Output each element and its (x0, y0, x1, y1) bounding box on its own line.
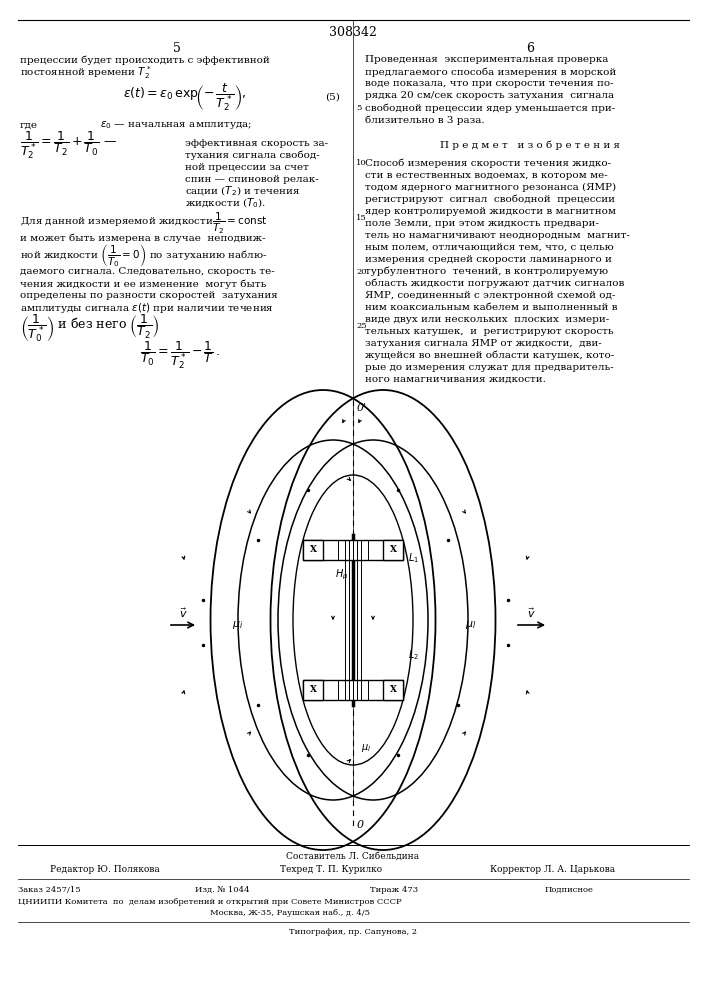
Bar (303, 680, 323, 700)
Text: Изд. № 1044: Изд. № 1044 (195, 886, 250, 894)
Text: ЯМР, соединенный с электронной схемой од-: ЯМР, соединенный с электронной схемой од… (365, 290, 615, 300)
Text: 20: 20 (356, 268, 366, 276)
Text: $\dfrac{1}{T_2^*} = \dfrac{1}{T_2} + \dfrac{1}{T_0}$ —: $\dfrac{1}{T_2^*} = \dfrac{1}{T_2} + \df… (20, 129, 117, 161)
Text: $\mu_l$: $\mu_l$ (465, 619, 477, 631)
Text: ной прецессии за счет: ной прецессии за счет (185, 162, 309, 172)
Text: измерения средней скорости ламинарного и: измерения средней скорости ламинарного и (365, 254, 612, 263)
Text: сти в естественных водоемах, в котором ме-: сти в естественных водоемах, в котором м… (365, 170, 608, 180)
Text: 0: 0 (357, 820, 364, 830)
Text: $\dfrac{1}{T_0} = \dfrac{1}{T_2^*} - \dfrac{1}{T}\,.$: $\dfrac{1}{T_0} = \dfrac{1}{T_2^*} - \df… (140, 339, 220, 371)
Text: Подписное: Подписное (545, 886, 594, 894)
Text: где: где (20, 120, 38, 129)
Text: (5): (5) (325, 93, 340, 102)
Text: Техред Т. П. Курилко: Техред Т. П. Курилко (280, 865, 382, 874)
Bar (303, 680, 403, 700)
Text: жидкости ($T_0$).: жидкости ($T_0$). (185, 196, 266, 210)
Bar (383, 540, 403, 560)
Text: рядка 20 см/сек скорость затухания  сигнала: рядка 20 см/сек скорость затухания сигна… (365, 92, 614, 101)
Text: 10: 10 (356, 159, 367, 167)
Text: ЦНИИПИ Комитета  по  делам изобретений и открытий при Совете Министров СССР: ЦНИИПИ Комитета по делам изобретений и о… (18, 898, 402, 906)
Text: затухания сигнала ЯМР от жидкости,  дви-: затухания сигнала ЯМР от жидкости, дви- (365, 338, 602, 348)
Text: чения жидкости и ее изменение  могут быть: чения жидкости и ее изменение могут быть (20, 279, 267, 289)
Text: даемого сигнала. Следовательно, скорость те-: даемого сигнала. Следовательно, скорость… (20, 267, 275, 276)
Text: Проведенная  экспериментальная проверка: Проведенная экспериментальная проверка (365, 55, 609, 64)
Text: 5: 5 (356, 104, 361, 112)
Bar (383, 680, 403, 700)
Text: турбулентного  течений, в контролируемую: турбулентного течений, в контролируемую (365, 266, 608, 276)
Text: $\varepsilon_0$ — начальная амплитуда;: $\varepsilon_0$ — начальная амплитуда; (100, 119, 252, 131)
Text: Тираж 473: Тираж 473 (370, 886, 418, 894)
Text: постоянной времени $T_2^*$: постоянной времени $T_2^*$ (20, 65, 152, 81)
Text: и может быть измерена в случае  неподвиж-: и может быть измерена в случае неподвиж- (20, 233, 266, 243)
Text: $L_1$: $L_1$ (408, 551, 419, 565)
Text: 15: 15 (356, 214, 367, 222)
Text: жущейся во внешней области катушек, кото-: жущейся во внешней области катушек, кото… (365, 350, 614, 360)
Text: тель но намагничивают неоднородным  магнит-: тель но намагничивают неоднородным магни… (365, 231, 630, 239)
Text: тухания сигнала свобод-: тухания сигнала свобод- (185, 150, 320, 160)
Text: определены по разности скоростей  затухания: определены по разности скоростей затухан… (20, 292, 278, 300)
Bar (303, 540, 403, 560)
Text: амплитуды сигнала $\varepsilon(t)$ при наличии течения: амплитуды сигнала $\varepsilon(t)$ при н… (20, 301, 274, 315)
Text: 308342: 308342 (329, 26, 377, 39)
Text: Корректор Л. А. Царькова: Корректор Л. А. Царькова (490, 865, 615, 874)
Text: спин — спиновой релак-: спин — спиновой релак- (185, 174, 319, 184)
Bar (303, 540, 323, 560)
Text: $\vec{v}$: $\vec{v}$ (527, 606, 535, 620)
Text: близительно в 3 раза.: близительно в 3 раза. (365, 115, 484, 125)
Text: Способ измерения скорости течения жидко-: Способ измерения скорости течения жидко- (365, 158, 611, 168)
Text: X: X (310, 686, 317, 694)
Text: 5: 5 (173, 42, 181, 55)
Text: свободной прецессии ядер уменьшается при-: свободной прецессии ядер уменьшается при… (365, 103, 615, 113)
Text: эффективная скорость за-: эффективная скорость за- (185, 138, 328, 147)
Text: $L_2$: $L_2$ (408, 648, 419, 662)
Text: Составитель Л. Сибельдина: Составитель Л. Сибельдина (286, 852, 419, 860)
Text: $H_\mu$: $H_\mu$ (334, 568, 348, 582)
Text: X: X (390, 686, 397, 694)
Text: поле Земли, при этом жидкость предвари-: поле Земли, при этом жидкость предвари- (365, 219, 599, 228)
Text: ного намагничивания жидкости.: ного намагничивания жидкости. (365, 374, 546, 383)
Text: Для данной измеряемой жидкости$\dfrac{1}{T_2}=\mathrm{const}$: Для данной измеряемой жидкости$\dfrac{1}… (20, 210, 268, 236)
Text: Заказ 2457/15: Заказ 2457/15 (18, 886, 81, 894)
Text: ным полем, отличающийся тем, что, с целью: ным полем, отличающийся тем, что, с цель… (365, 242, 614, 251)
Text: $\varepsilon(t) = \varepsilon_0\,\mathrm{exp}\!\left(-\,\dfrac{t}{T_2^*}\right),: $\varepsilon(t) = \varepsilon_0\,\mathrm… (123, 81, 247, 113)
Text: виде двух или нескольких  плоских  измери-: виде двух или нескольких плоских измери- (365, 314, 609, 324)
Text: предлагаемого способа измерения в морской: предлагаемого способа измерения в морско… (365, 67, 617, 77)
Text: $\mu_i$: $\mu_i$ (233, 619, 244, 631)
Text: $\left(\dfrac{1}{T_0^*}\right)$ и без него $\left(\dfrac{1}{T_2}\right)$: $\left(\dfrac{1}{T_0^*}\right)$ и без не… (20, 312, 160, 344)
Text: 0': 0' (357, 403, 367, 413)
Text: Редактор Ю. Полякова: Редактор Ю. Полякова (50, 865, 160, 874)
Text: ядер контролируемой жидкости в магнитном: ядер контролируемой жидкости в магнитном (365, 207, 616, 216)
Text: Типография, пр. Сапунова, 2: Типография, пр. Сапунова, 2 (289, 928, 417, 936)
Text: $\vec{v}$: $\vec{v}$ (179, 606, 187, 620)
Text: $\mu_l$: $\mu_l$ (361, 742, 371, 754)
Text: рые до измерения служат для предваритель-: рые до измерения служат для предваритель… (365, 362, 614, 371)
Text: 25: 25 (356, 322, 367, 330)
Text: ной жидкости $\left(\dfrac{1}{T_0}=0\right)$ по затуханию наблю-: ной жидкости $\left(\dfrac{1}{T_0}=0\rig… (20, 241, 267, 268)
Text: тодом ядерного магнитного резонанса (ЯМР): тодом ядерного магнитного резонанса (ЯМР… (365, 182, 616, 192)
Text: X: X (390, 546, 397, 554)
Text: П р е д м е т   и з о б р е т е н и я: П р е д м е т и з о б р е т е н и я (440, 140, 620, 150)
Text: регистрируют  сигнал  свободной  прецессии: регистрируют сигнал свободной прецессии (365, 194, 615, 204)
Text: X: X (310, 546, 317, 554)
Text: воде показала, что при скорости течения по-: воде показала, что при скорости течения … (365, 80, 614, 89)
Text: 6: 6 (526, 42, 534, 55)
Text: Москва, Ж-35, Раушская наб., д. 4/5: Москва, Ж-35, Раушская наб., д. 4/5 (210, 909, 370, 917)
Text: сации ($T_2$) и течения: сации ($T_2$) и течения (185, 184, 300, 198)
Text: тельных катушек,  и  регистрируют скорость: тельных катушек, и регистрируют скорость (365, 326, 614, 336)
Text: прецессии будет происходить с эффективной: прецессии будет происходить с эффективно… (20, 55, 270, 65)
Text: ним коаксиальным кабелем и выполненный в: ним коаксиальным кабелем и выполненный в (365, 302, 617, 312)
Text: область жидкости погружают датчик сигналов: область жидкости погружают датчик сигнал… (365, 278, 624, 288)
